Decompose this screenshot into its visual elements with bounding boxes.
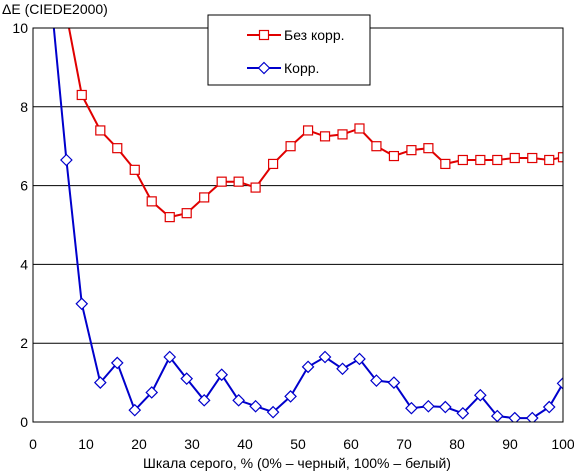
legend: Без корр. Корр.	[207, 14, 371, 86]
data-point-diamond	[163, 350, 177, 364]
data-point-diamond	[542, 400, 556, 414]
x-tick-label: 90	[502, 436, 518, 452]
data-point-diamond	[405, 401, 418, 415]
data-point-square	[146, 196, 157, 207]
data-point-diamond	[232, 393, 245, 407]
x-tick-label: 20	[131, 436, 147, 452]
data-point-diamond	[284, 390, 297, 403]
data-point-square	[181, 208, 192, 219]
y-tick-label: 8	[20, 99, 28, 115]
data-point-diamond	[456, 406, 470, 420]
data-point-diamond	[93, 376, 107, 389]
data-point-diamond	[508, 411, 522, 422]
data-point-square	[199, 192, 210, 203]
data-point-square	[267, 158, 279, 170]
data-point-square	[95, 125, 106, 136]
series-korr	[52, 28, 563, 422]
legend-box	[207, 14, 371, 86]
x-tick-label: 50	[290, 436, 306, 452]
x-tick-label: 60	[343, 436, 359, 452]
data-point-diamond	[473, 388, 487, 402]
data-point-square	[337, 129, 348, 140]
y-tick-label: 10	[12, 20, 28, 36]
data-point-square	[112, 143, 123, 154]
data-point-square	[302, 125, 314, 136]
data-point-square	[440, 158, 451, 170]
data-point-diamond	[525, 411, 539, 422]
data-point-square	[388, 150, 400, 162]
y-tick-label: 0	[20, 414, 28, 430]
data-point-square	[457, 154, 468, 166]
data-point-square	[164, 212, 175, 223]
data-point-square	[557, 152, 563, 163]
y-tick-label: 4	[20, 256, 28, 272]
x-tick-label: 0	[29, 436, 37, 452]
data-point-diamond	[145, 386, 159, 399]
data-point-square	[406, 145, 417, 156]
data-point-diamond	[438, 400, 452, 414]
data-point-diamond	[556, 377, 563, 390]
data-point-square	[509, 152, 520, 164]
data-point-diamond	[249, 399, 262, 413]
data-point-diamond	[128, 403, 142, 417]
data-point-diamond	[387, 376, 401, 389]
data-point-diamond	[318, 350, 332, 364]
data-point-square	[354, 123, 365, 134]
data-point-diamond	[60, 153, 73, 167]
x-tick-label: 70	[396, 436, 412, 452]
data-point-diamond	[215, 368, 229, 382]
legend-marker-square	[258, 29, 270, 41]
data-point-square	[233, 176, 244, 187]
data-point-diamond	[422, 399, 435, 413]
data-point-square	[285, 141, 296, 152]
data-point-diamond	[110, 356, 124, 370]
data-point-square	[129, 164, 140, 175]
x-tick-label: 30	[184, 436, 200, 452]
series-layer	[52, 28, 563, 422]
x-axis-label: Шкала серого, % (0% – черный, 100% – бел…	[143, 455, 451, 471]
data-point-square	[216, 176, 227, 187]
data-point-diamond	[353, 352, 366, 366]
data-point-diamond	[370, 374, 383, 387]
data-point-diamond	[197, 393, 211, 407]
x-tick-label: 80	[449, 436, 465, 452]
data-point-square	[544, 154, 555, 166]
data-point-diamond	[266, 405, 280, 419]
data-point-square	[371, 141, 382, 152]
legend-label-korr: Корр.	[284, 60, 319, 76]
data-point-diamond	[336, 362, 349, 376]
data-point-square	[423, 143, 434, 154]
legend-label-bez-korr: Без корр.	[284, 27, 345, 43]
y-tick-label: 2	[20, 335, 28, 351]
y-tick-label: 6	[20, 178, 28, 194]
x-tick-label: 10	[78, 436, 94, 452]
x-tick-label: 40	[237, 436, 253, 452]
x-tick-label: 100	[551, 436, 574, 452]
data-point-square	[492, 154, 503, 166]
data-point-square	[319, 131, 331, 142]
data-point-square	[527, 152, 538, 164]
data-point-square	[76, 89, 87, 101]
y-axis-label: ΔE (CIEDE2000)	[2, 1, 108, 17]
legend-marker-diamond	[257, 61, 271, 75]
series-bez-korr	[67, 28, 563, 223]
data-point-diamond	[301, 360, 315, 374]
data-point-square	[475, 154, 486, 166]
data-point-diamond	[180, 372, 194, 386]
data-point-square	[250, 182, 261, 193]
data-point-diamond	[75, 297, 89, 311]
